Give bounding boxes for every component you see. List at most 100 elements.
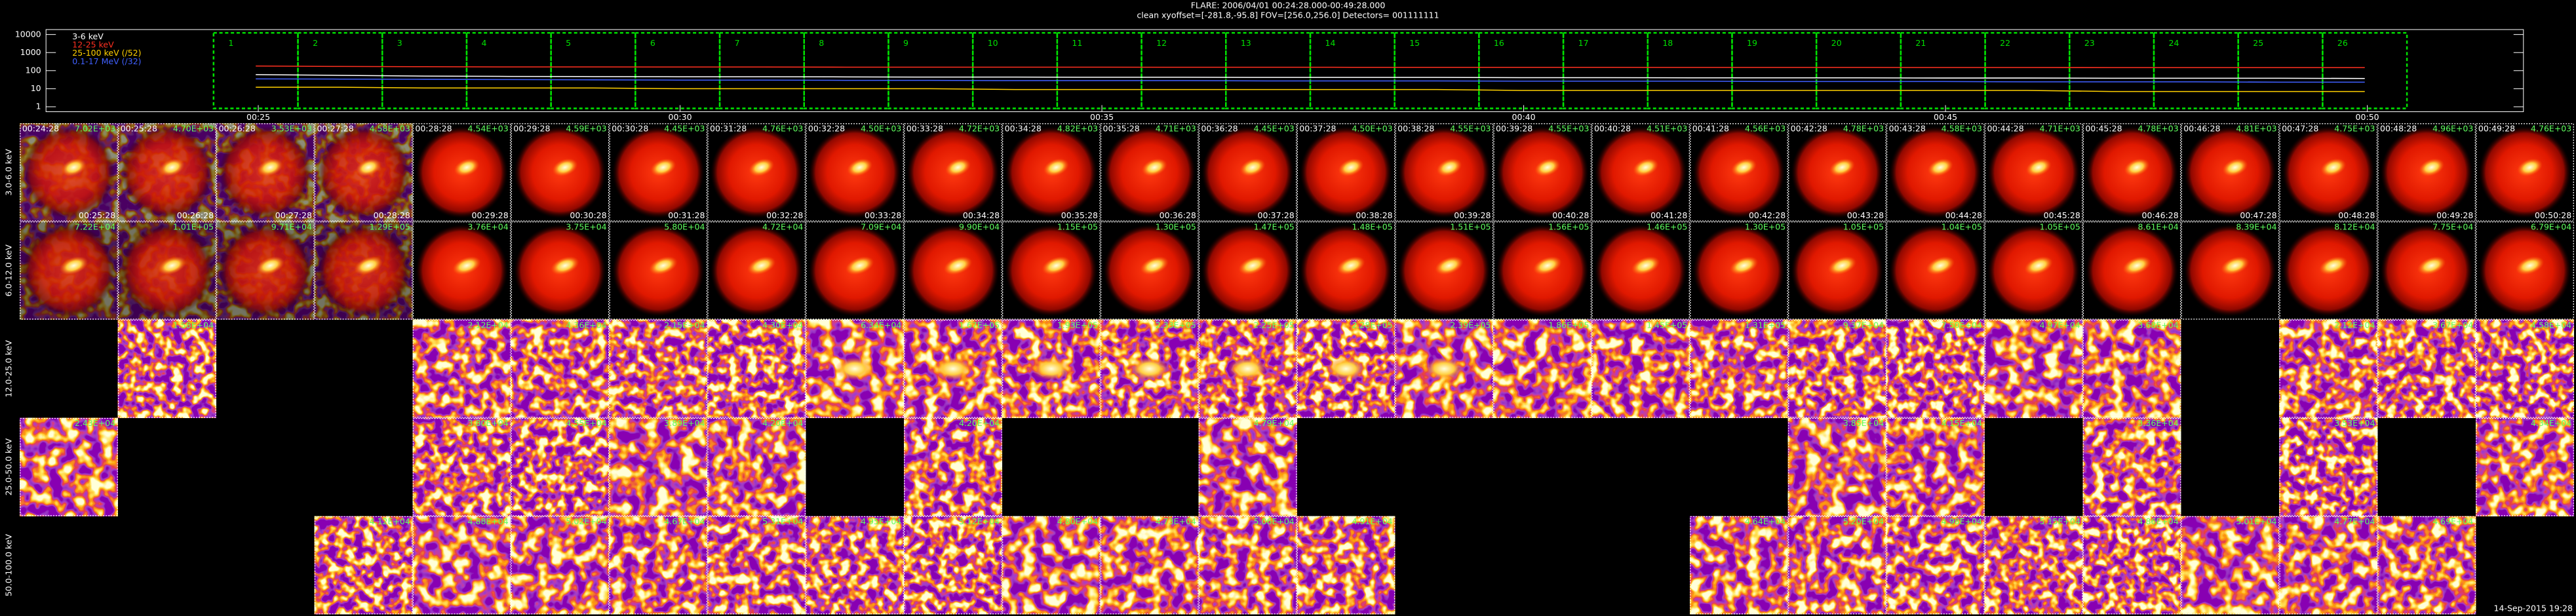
tile-start-time: 00:34:28	[1005, 124, 1042, 134]
tile-flux: 1.30E+05	[1745, 221, 1786, 231]
tile-flux: 1.46E+05	[1647, 221, 1687, 231]
image-tile: 3.89E+04	[609, 417, 708, 516]
tile-flux: 7.22E+04	[75, 221, 115, 231]
tile-border	[904, 319, 1002, 418]
tile-start-time: 00:35:28	[1103, 124, 1140, 134]
tile-flux: 4.72E+03	[959, 124, 1000, 134]
tile-border	[314, 221, 413, 320]
image-tile: 4.20E+04	[707, 417, 806, 516]
flare-core	[945, 158, 971, 177]
image-tile: 4.98E+04	[1886, 516, 1985, 615]
flare-core	[1129, 357, 1169, 381]
image-tile: 4.71E+03 00:35:28 00:36:28	[1100, 123, 1199, 221]
image-tile: 7.75E+04	[2377, 221, 2476, 320]
flare-core	[834, 357, 875, 381]
image-tile: 1.51E+05	[1395, 221, 1494, 320]
flare-core	[159, 158, 185, 177]
image-tile: 3.53E+03 00:26:28 00:27:28	[216, 123, 315, 221]
image-tile: 7.22E+04	[20, 221, 118, 320]
tile-border	[1690, 516, 1788, 615]
tile-border	[1002, 221, 1101, 320]
tile-flux: 4.88E+04	[468, 516, 509, 526]
tile-border	[20, 123, 118, 221]
tile-start-time: 00:49:28	[2478, 124, 2515, 134]
tile-noise	[707, 417, 806, 516]
tile-flux: 1.05E+05	[2040, 221, 2080, 231]
tile-border	[412, 221, 511, 320]
legend-entry: 3-6 keV	[72, 31, 104, 41]
tile-border	[1886, 319, 1985, 418]
tile-border	[2476, 123, 2574, 221]
interval-number: 16	[1494, 38, 1504, 48]
tile-noise	[609, 319, 708, 418]
tile-flux: 4.70E+03	[173, 124, 214, 134]
tile-flux: 7.50E+04	[1942, 320, 1982, 330]
tile-noise	[1690, 319, 1788, 418]
image-tile: 3.67E+04	[2377, 319, 2476, 418]
image-tile: 4.45E+03 00:36:28 00:37:28	[1198, 123, 1297, 221]
tile-border	[1886, 516, 1985, 615]
tile-border	[20, 417, 118, 516]
row-label: 25.0-50.0 keV	[4, 438, 14, 496]
tile-start-time: 00:45:28	[2085, 124, 2122, 134]
tile-start-time: 00:43:28	[1889, 124, 1926, 134]
tile-start-time: 00:46:28	[2183, 124, 2220, 134]
tile-border	[314, 123, 413, 221]
tile-noise	[1198, 516, 1297, 615]
tile-end-time: 00:49:28	[2436, 210, 2473, 220]
flare-core	[1827, 256, 1857, 275]
x-tick-label: 00:50	[2356, 112, 2379, 122]
x-tick-label: 00:35	[1090, 112, 1114, 122]
tile-flux: 4.77E+04	[2334, 516, 2375, 526]
tile-end-time: 00:50:28	[2535, 210, 2571, 220]
tile-border	[2181, 221, 2280, 320]
tile-noise	[1886, 516, 1985, 615]
tile-border	[1591, 123, 1690, 221]
tile-border	[2476, 221, 2574, 320]
x-tick-label: 00:45	[1934, 112, 1957, 122]
tile-flux: 4.20E+04	[762, 418, 803, 428]
interval-number: 25	[2253, 38, 2263, 48]
tile-start-time: 00:41:28	[1692, 124, 1729, 134]
image-tile: 1.31E+05	[1690, 319, 1788, 418]
tile-border	[2377, 516, 2476, 615]
tile-end-time: 00:46:28	[2141, 210, 2178, 220]
flare-core	[943, 256, 973, 275]
tile-border	[2279, 516, 2378, 615]
tile-border	[1984, 516, 2083, 615]
flare-core	[1326, 357, 1366, 381]
tile-flux: 4.51E+03	[1647, 124, 1687, 134]
legend-entry: 12-25 keV	[72, 40, 114, 50]
tile-flux: 4.76E+03	[2531, 124, 2571, 134]
tile-end-time: 00:36:28	[1160, 210, 1196, 220]
footer-date: 14-Sep-2015 19:28	[2494, 603, 2573, 613]
tile-flux: 4.98E+04	[1942, 516, 1982, 526]
tile-flux: 1.67E+05	[959, 320, 1000, 330]
tile-end-time: 00:32:28	[766, 210, 803, 220]
tile-noise	[2082, 417, 2181, 516]
image-tile: 1.46E+05	[1591, 221, 1690, 320]
image-tile: 3.68E+04	[2082, 319, 2181, 418]
tile-noise	[412, 516, 511, 615]
flare-core	[845, 256, 874, 275]
image-tile: 1.30E+05	[1100, 221, 1199, 320]
flare-core	[2515, 256, 2545, 275]
interval-number: 21	[1915, 38, 1926, 48]
image-tile: 1.01E+05	[117, 221, 216, 320]
tile-flux: 4.56E+03	[1745, 124, 1786, 134]
tile-flux: 3.89E+04	[664, 418, 705, 428]
image-tile: 1.48E+05	[1297, 221, 1395, 320]
tile-flux: 4.55E+03	[1548, 124, 1589, 134]
flare-core	[2024, 256, 2053, 275]
tile-noise	[412, 417, 511, 516]
tile-border	[1690, 319, 1788, 418]
tile-flux: 4.50E+03	[1352, 124, 1392, 134]
tile-flux: 4.82E+03	[1057, 124, 1098, 134]
tile-flux: 4.55E+03	[1450, 124, 1491, 134]
interval-number: 6	[650, 38, 655, 48]
flare-core	[1534, 158, 1561, 177]
tile-start-time: 00:24:28	[22, 124, 59, 134]
tile-end-time: 00:37:28	[1258, 210, 1295, 220]
tile-noise	[1297, 516, 1395, 615]
